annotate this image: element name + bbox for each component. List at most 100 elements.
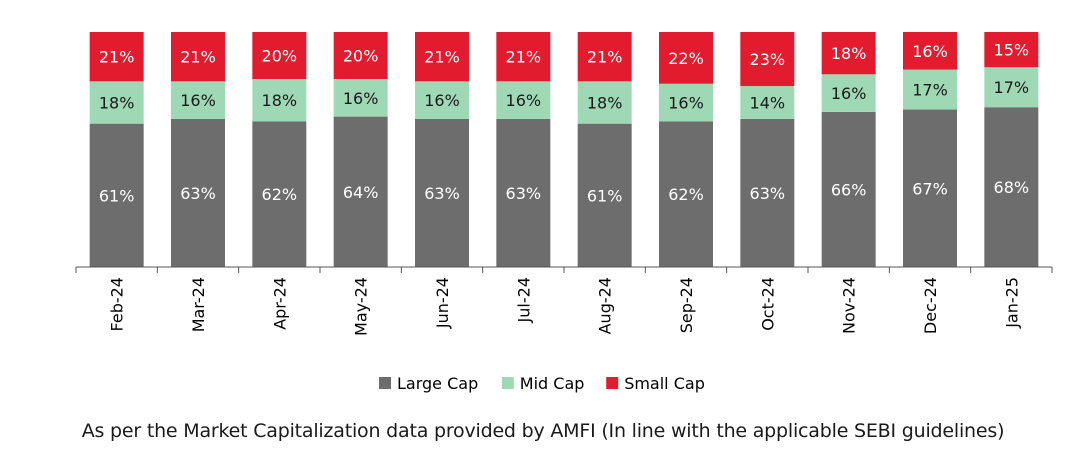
bar-segment-large-cap [415,118,469,267]
data-label: 63% [180,184,216,203]
data-label: 23% [750,50,786,69]
x-tick-label: Jun-24 [433,277,452,329]
data-label: 61% [587,186,623,205]
data-label: 16% [831,84,867,103]
legend-swatch [501,377,514,389]
bar-segment-mid-cap [984,67,1039,108]
x-tick-label: Aug-24 [596,277,615,334]
bar-segment-mid-cap [415,81,469,119]
data-label: 15% [994,41,1030,60]
bar-segment-small-cap [740,32,795,87]
legend-item-small-cap: Small Cap [606,374,705,393]
bar-segment-large-cap [740,118,795,267]
data-label: 22% [668,49,704,68]
legend-swatch [606,377,619,389]
data-label: 17% [912,81,948,100]
bar-segment-mid-cap [333,79,388,117]
bar-segment-small-cap [333,32,388,79]
legend-item-large-cap: Large Cap [379,374,478,393]
data-label: 20% [343,47,379,66]
x-tick-label: Dec-24 [921,277,940,334]
data-label: 16% [912,42,948,61]
data-label: 20% [262,47,298,66]
x-tick-label: Feb-24 [108,277,127,331]
bar-segment-mid-cap [496,81,551,119]
data-label: 16% [343,89,379,108]
data-label: 68% [994,178,1030,197]
bar-segment-mid-cap [577,81,632,124]
x-tick-label: Oct-24 [758,277,777,331]
data-label: 21% [99,48,135,67]
data-label: 63% [750,184,786,203]
legend-swatch [379,377,391,389]
bar-segment-mid-cap [903,69,957,110]
data-label: 63% [506,184,542,203]
x-tick-label: Sep-24 [677,277,696,333]
data-label: 14% [750,94,786,113]
data-label: 62% [262,185,298,204]
data-label: 64% [343,183,379,202]
data-label: 21% [424,48,460,67]
bar-segment-large-cap [89,123,144,268]
legend-label: Small Cap [624,374,705,393]
bar-segment-large-cap [984,107,1039,267]
bar-segment-mid-cap [171,81,225,119]
bar-segment-mid-cap [740,86,795,119]
bar-segment-mid-cap [821,74,876,112]
data-label: 18% [587,94,623,113]
bar-segment-small-cap [821,32,876,75]
bar-segment-large-cap [903,109,957,267]
legend-item-mid-cap: Mid Cap [501,374,585,393]
x-tick-label: Jul-24 [514,277,533,323]
bar-segment-small-cap [659,32,713,84]
bar-segment-small-cap [415,32,469,82]
data-label: 67% [912,179,948,198]
bar-segment-large-cap [333,116,388,267]
bar-segment-large-cap [171,118,225,267]
stacked-bar-chart: 61% 18% 21% 63% 16% 21% 62% 18% 20% 64% 16% 20% 63% 1… [75,32,1053,393]
x-tick-label: Mar-24 [189,277,208,332]
bar-segment-large-cap [496,118,551,267]
bar-segment-small-cap [89,32,144,82]
data-label: 21% [506,48,542,67]
bar-segment-small-cap [252,32,307,79]
bar-segment-small-cap [984,32,1039,68]
x-tick-label: Nov-24 [840,277,859,334]
footnote: As per the Market Capitalization data pr… [81,420,1005,442]
bar-segment-mid-cap [252,79,307,122]
bar-segment-large-cap [577,123,632,268]
data-label: 16% [668,94,704,113]
bar-segment-large-cap [659,121,713,267]
data-label: 18% [831,44,867,63]
bar-segment-small-cap [171,32,225,82]
data-label: 62% [668,185,704,204]
data-label: 17% [994,78,1030,97]
legend-label: Large Cap [397,374,478,393]
data-label: 16% [180,91,216,110]
bars-group: 61% 18% 21% 63% 16% 21% 62% 18% 20% 64% 16% 20% 63% 1… [89,32,1039,268]
data-label: 18% [262,91,298,110]
data-label: 16% [424,91,460,110]
x-tick-label: Apr-24 [270,277,289,330]
bar-segment-large-cap [821,111,876,268]
data-label: 61% [99,186,135,205]
x-ticks-group [75,267,1053,273]
legend: Large Cap Mid Cap Small Cap [379,374,705,393]
bar-segment-large-cap [252,121,307,267]
bar-segment-small-cap [903,32,957,70]
data-label: 63% [424,184,460,203]
bar-segment-small-cap [577,32,632,82]
bar-segment-mid-cap [659,83,713,122]
x-tick-label: May-24 [352,277,371,336]
data-label: 21% [180,48,216,67]
bar-segment-mid-cap [89,81,144,124]
data-label: 66% [831,180,867,199]
data-label: 21% [587,48,623,67]
data-label: 16% [506,91,542,110]
x-tick-label: Jan-25 [1002,277,1021,329]
data-label: 18% [99,94,135,113]
x-tick-labels-group: Feb-24 Mar-24 Apr-24 May-24 Jun-24 Jul-24 Aug-… [108,277,1022,336]
bar-segment-small-cap [496,32,551,82]
legend-label: Mid Cap [520,374,585,393]
